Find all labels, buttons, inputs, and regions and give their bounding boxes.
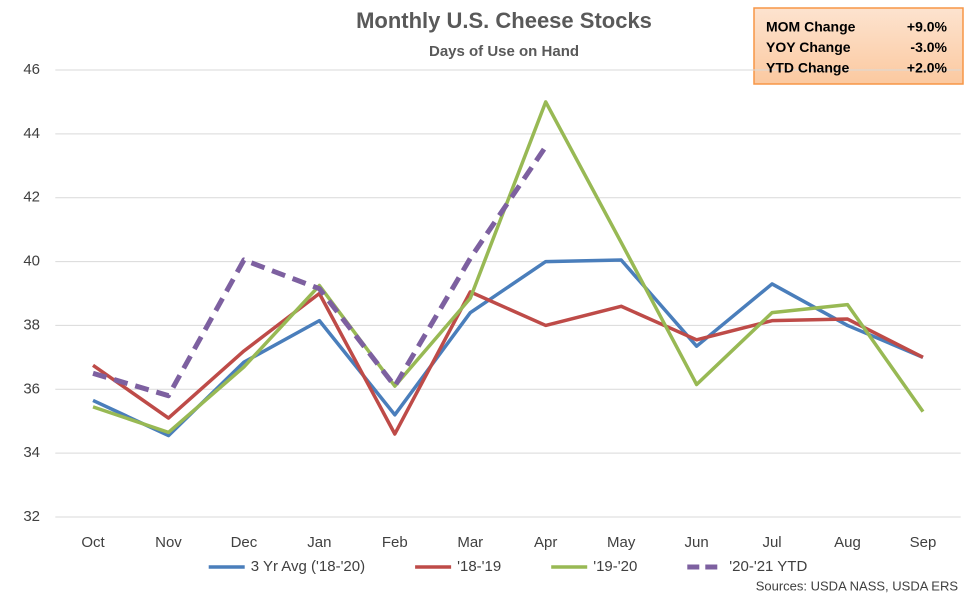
legend-label: 3 Yr Avg ('18-'20) xyxy=(251,558,365,575)
summary-label: MOM Change xyxy=(766,19,856,35)
summary-value: -3.0% xyxy=(910,39,947,55)
source: Sources: USDA NASS, USDA ERS xyxy=(756,578,959,593)
x-tick-label: Aug xyxy=(834,534,861,551)
x-tick-label: Feb xyxy=(382,534,408,551)
series-line xyxy=(92,258,924,438)
x-tick-label: Jan xyxy=(307,534,331,551)
series-line xyxy=(92,145,548,399)
summary-value: +9.0% xyxy=(907,19,948,35)
x-tick-label: Oct xyxy=(81,534,105,551)
x-tick-label: Mar xyxy=(457,534,483,551)
legend-label: '18-'19 xyxy=(457,558,501,575)
y-tick-label: 34 xyxy=(23,444,40,461)
x-tick-label: Apr xyxy=(534,534,557,551)
summary-box xyxy=(753,7,964,85)
y-tick-label: 38 xyxy=(23,316,40,333)
summary-label: YTD Change xyxy=(766,60,849,76)
y-tick-label: 40 xyxy=(23,253,40,270)
y-tick-label: 32 xyxy=(23,508,40,525)
y-tick-label: 44 xyxy=(23,125,40,142)
summary-rows: MOM Change +9.0% YOY Change -3.0% YTD Change… xyxy=(766,19,948,76)
x-tick-label: Jun xyxy=(685,534,709,551)
chart-subtitle: Days of Use on Hand xyxy=(429,43,579,60)
legend: 3 Yr Avg ('18-'20) '18-'19 '19-'20 '20-'21 … xyxy=(208,558,807,575)
legend-label: '20-'21 YTD xyxy=(729,558,807,575)
x-tick-label: Sep xyxy=(910,534,937,551)
y-tick-label: 46 xyxy=(23,61,40,78)
chart-title: Monthly U.S. Cheese Stocks xyxy=(356,8,652,33)
x-tick-label: May xyxy=(607,534,636,551)
summary-value: +2.0% xyxy=(907,60,948,76)
series-line xyxy=(92,290,924,436)
y-tick-label: 42 xyxy=(23,189,40,206)
series-line xyxy=(92,100,925,435)
y-tick-label: 36 xyxy=(23,380,40,397)
summary-label: YOY Change xyxy=(766,39,851,55)
x-tick-label: Nov xyxy=(155,534,182,551)
x-tick-label: Jul xyxy=(762,534,781,551)
x-tick-label: Dec xyxy=(231,534,258,551)
legend-label: '19-'20 xyxy=(593,558,637,575)
